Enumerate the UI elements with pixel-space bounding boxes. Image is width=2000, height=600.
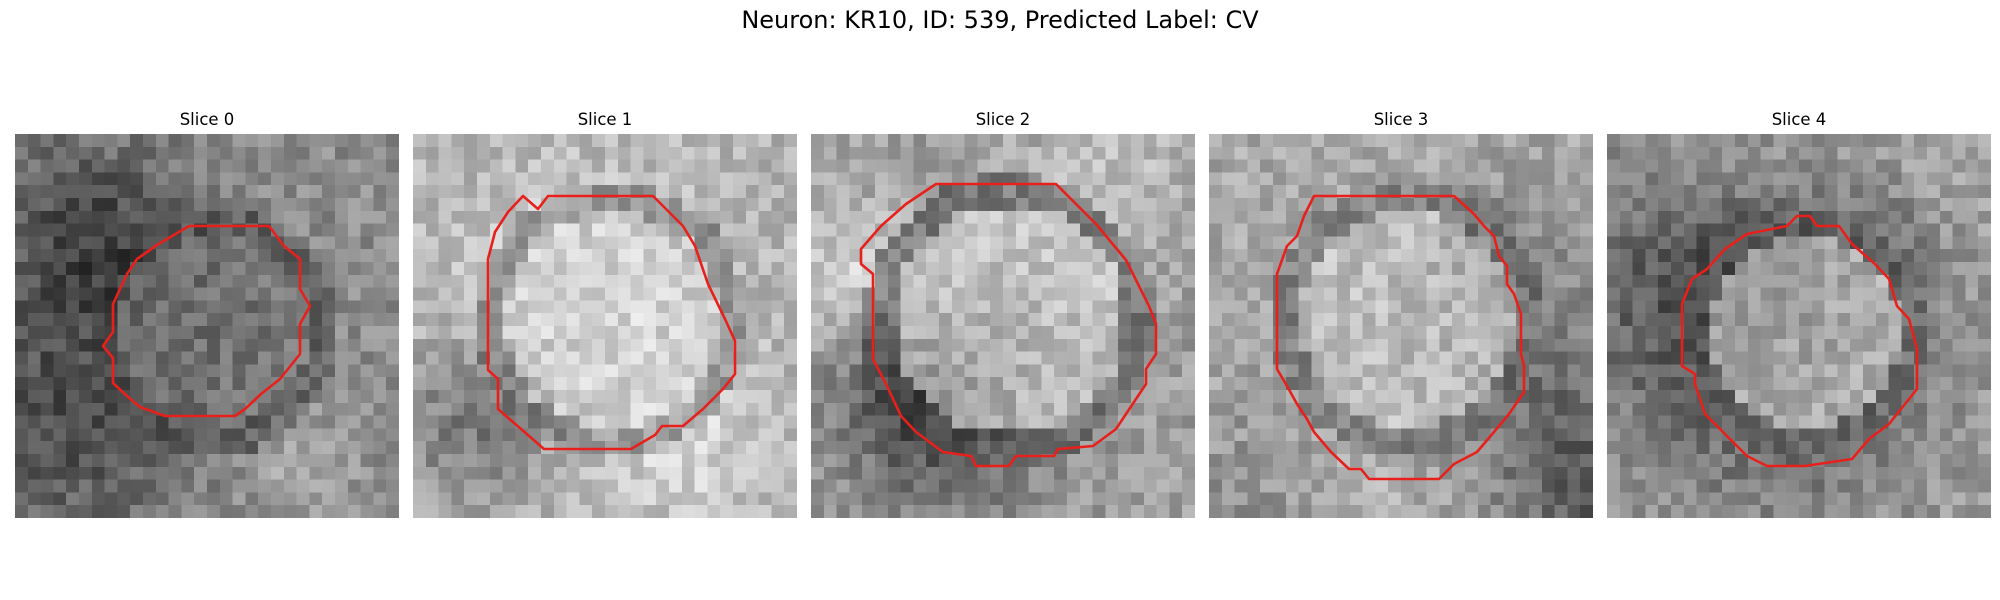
slice-panel-4: Slice 4 <box>1607 108 1991 518</box>
grayscale-pixel-image <box>1607 134 1991 518</box>
cell-contour <box>1680 214 1919 468</box>
slice-image-0 <box>15 134 399 518</box>
slice-panel-0: Slice 0 <box>15 108 399 518</box>
cell-contour <box>101 224 312 418</box>
contour-overlay <box>486 194 737 451</box>
grayscale-pixel-image <box>413 134 797 518</box>
slice-title: Slice 2 <box>975 110 1031 129</box>
slice-title: Slice 1 <box>577 110 633 129</box>
slice-title: Slice 4 <box>1771 110 1827 129</box>
contour-overlay <box>1680 214 1919 468</box>
slice-image-4 <box>1607 134 1991 518</box>
cell-contour <box>1275 194 1526 481</box>
grayscale-pixel-image <box>1209 134 1593 518</box>
slice-panel-1: Slice 1 <box>413 108 797 518</box>
slice-title: Slice 3 <box>1373 110 1429 129</box>
slice-image-1 <box>413 134 797 518</box>
slice-panel-3: Slice 3 <box>1209 108 1593 518</box>
contour-overlay <box>859 182 1158 468</box>
contour-overlay <box>101 224 312 418</box>
slice-panel-2: Slice 2 <box>811 108 1195 518</box>
slice-image-2 <box>811 134 1195 518</box>
contour-overlay <box>1275 194 1526 481</box>
figure-title: Neuron: KR10, ID: 539, Predicted Label: … <box>741 6 1259 34</box>
slice-title: Slice 0 <box>179 110 235 129</box>
cell-contour <box>859 182 1158 468</box>
slice-image-3 <box>1209 134 1593 518</box>
grayscale-pixel-image <box>811 134 1195 518</box>
cell-contour <box>486 194 737 451</box>
grayscale-pixel-image <box>15 134 399 518</box>
